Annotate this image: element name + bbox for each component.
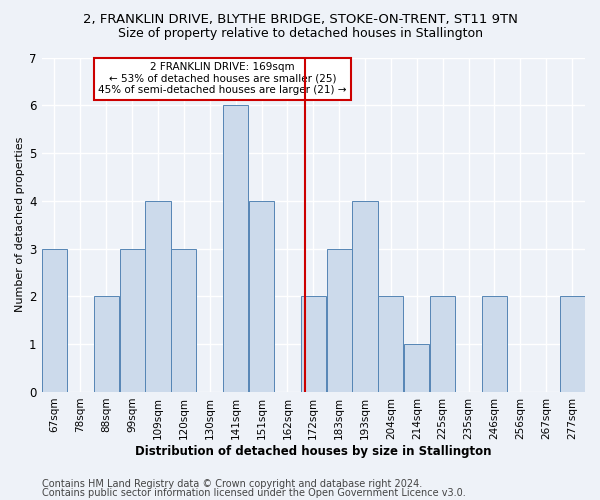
Bar (560, 296, 584, 392)
X-axis label: Distribution of detached houses by size in Stallington: Distribution of detached houses by size … (135, 444, 491, 458)
Bar (94, 296, 119, 392)
Bar (301, 296, 326, 392)
Text: Contains public sector information licensed under the Open Government Licence v3: Contains public sector information licen… (42, 488, 466, 498)
Bar (42, 248, 67, 392)
Bar (249, 201, 274, 392)
Text: 2, FRANKLIN DRIVE, BLYTHE BRIDGE, STOKE-ON-TRENT, ST11 9TN: 2, FRANKLIN DRIVE, BLYTHE BRIDGE, STOKE-… (83, 12, 517, 26)
Bar (172, 248, 196, 392)
Y-axis label: Number of detached properties: Number of detached properties (15, 137, 25, 312)
Bar (430, 296, 455, 392)
Text: 2 FRANKLIN DRIVE: 169sqm
← 53% of detached houses are smaller (25)
45% of semi-d: 2 FRANKLIN DRIVE: 169sqm ← 53% of detach… (98, 62, 347, 96)
Text: Size of property relative to detached houses in Stallington: Size of property relative to detached ho… (118, 28, 482, 40)
Bar (352, 201, 377, 392)
Bar (379, 296, 403, 392)
Bar (326, 248, 352, 392)
Bar (482, 296, 507, 392)
Bar (119, 248, 145, 392)
Bar (404, 344, 430, 392)
Bar (223, 106, 248, 392)
Text: Contains HM Land Registry data © Crown copyright and database right 2024.: Contains HM Land Registry data © Crown c… (42, 479, 422, 489)
Bar (145, 201, 170, 392)
